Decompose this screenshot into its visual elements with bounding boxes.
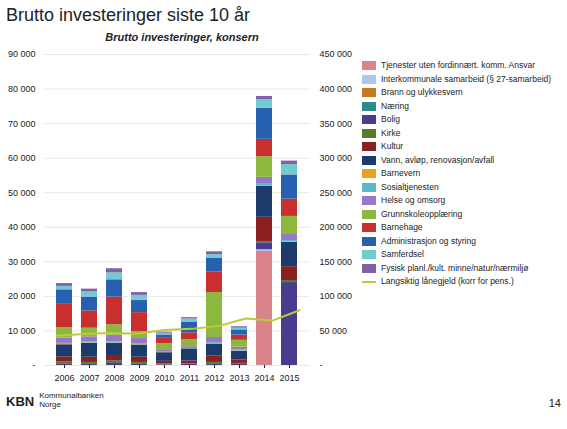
html-text:Bolig: Bolig [381, 114, 400, 124]
html-text:KBN Kommunalbanken: KBN Kommunalbanken [6, 391, 104, 409]
html-text:Norge: Norge [39, 400, 61, 409]
html-text:Brutto investeringer, konsern: Brutto investeringer, konsern [105, 31, 259, 43]
svg-text:350 000: 350 000 [320, 118, 353, 128]
svg-text:2012: 2012 [204, 373, 224, 383]
html-text:Kirke: Kirke [381, 127, 401, 138]
svg-text:50 000: 50 000 [8, 188, 36, 198]
svg-text:300 000: 300 000 [320, 153, 353, 163]
html-text:Barnehage: Barnehage [381, 222, 423, 232]
html-text:Brann og ulykkesvern: Brann og ulykkesvern [381, 87, 463, 97]
svg-text:40 000: 40 000 [8, 222, 36, 232]
svg-text:2011: 2011 [180, 373, 199, 383]
svg-text:-: - [33, 360, 36, 370]
svg-text:2006: 2006 [54, 373, 74, 383]
svg-text:250 000: 250 000 [320, 188, 353, 198]
svg-text:450 000: 450 000 [320, 49, 353, 59]
html-text:14: 14 [548, 397, 561, 409]
svg-text:150 000: 150 000 [320, 257, 353, 267]
svg-text:2014: 2014 [254, 373, 274, 383]
svg-text:30 000: 30 000 [8, 257, 36, 267]
html-text:Administrasjon og styring: Administrasjon og styring [381, 235, 476, 246]
svg-text:-: - [320, 360, 323, 370]
svg-text:60 000: 60 000 [8, 153, 36, 163]
svg-text:200 000: 200 000 [320, 222, 353, 232]
svg-text:2013: 2013 [229, 373, 249, 383]
html-text:Langsiktig lånegjeld (korr for: Langsiktig lånegjeld (korr for pens.) [381, 276, 514, 286]
html-text:Barnevern: Barnevern [381, 168, 421, 178]
html-text:Fysisk planl./kult. minne/natu: Fysisk planl./kult. minne/natur/nærmiljø [381, 262, 529, 273]
svg-text:80 000: 80 000 [8, 84, 36, 94]
svg-text:2009: 2009 [129, 373, 149, 383]
svg-text:2015: 2015 [279, 373, 299, 383]
html-text:Brutto investeringer siste 10: Brutto investeringer siste 10 år [6, 5, 251, 25]
html-text:Vann, avløp, renovasjon/avfall: Vann, avløp, renovasjon/avfall [381, 154, 495, 165]
svg-text:50 000: 50 000 [320, 326, 348, 336]
svg-text:90 000: 90 000 [8, 49, 36, 59]
html-text:Interkommunale samarbeid (§ 27: Interkommunale samarbeid (§ 27-samarbeid… [381, 73, 552, 84]
svg-text:70 000: 70 000 [8, 118, 36, 128]
svg-text:2010: 2010 [154, 373, 174, 383]
svg-text:10 000: 10 000 [8, 326, 36, 336]
html-text:Samferdsel: Samferdsel [381, 249, 424, 259]
html-text:Kultur: Kultur [381, 141, 404, 151]
html-text:Tjenester uten fordinnært. kom: Tjenester uten fordinnært. komm. Ansvar [381, 60, 535, 70]
svg-text:2007: 2007 [79, 373, 99, 383]
svg-text:20 000: 20 000 [8, 291, 36, 301]
svg-text:100 000: 100 000 [320, 291, 353, 301]
html-text:Helse og omsorg: Helse og omsorg [381, 195, 446, 205]
html-text:Sosialtjenesten: Sosialtjenesten [381, 181, 439, 192]
svg-text:400 000: 400 000 [320, 84, 353, 94]
svg-text:2008: 2008 [104, 373, 124, 383]
html-text:Grunnskoleopplæring: Grunnskoleopplæring [381, 208, 463, 219]
html-text:Næring: Næring [381, 100, 409, 111]
